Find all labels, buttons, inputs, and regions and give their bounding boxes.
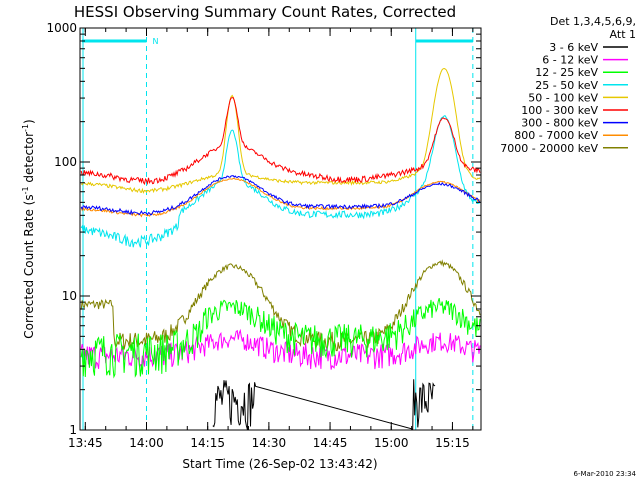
chart-title: HESSI Observing Summary Count Rates, Cor… (74, 3, 456, 21)
timestamp: 6-Mar-2010 23:34 (574, 470, 637, 478)
series-line (80, 177, 481, 218)
legend-label: 12 - 25 keV (535, 66, 598, 79)
x-tick-label: 14:30 (252, 436, 287, 450)
legend-label: 800 - 7000 keV (514, 129, 598, 142)
plot-area: N (80, 28, 481, 431)
x-tick-label: 15:15 (435, 436, 470, 450)
series-line (80, 67, 481, 194)
x-tick-label: 14:00 (129, 436, 164, 450)
legend-label: 300 - 800 keV (521, 117, 598, 130)
y-tick-label: 1 (69, 423, 77, 437)
y-tick-label: 1000 (46, 21, 77, 35)
y-tick-label: 100 (54, 155, 77, 169)
y-tick-label: 10 (62, 289, 77, 303)
series-line (80, 175, 481, 216)
x-axis-label: Start Time (26-Sep-02 13:43:42) (182, 457, 377, 471)
legend-header-1: Det 1,3,4,5,6,9, (550, 15, 636, 28)
x-tick-label: 14:15 (190, 436, 225, 450)
legend-label: 7000 - 20000 keV (500, 142, 598, 155)
series-line (80, 259, 481, 352)
series-line (80, 328, 481, 370)
night-flag: N (152, 37, 158, 46)
plot-frame (79, 27, 482, 431)
x-tick-label: 13:45 (68, 436, 103, 450)
y-axis-label: Corrected Count Rate (s-1 detector-1) (21, 119, 36, 338)
series-line (80, 297, 481, 379)
y-axis: 1 10 100 1000 (46, 21, 481, 437)
legend-label: 6 - 12 keV (542, 54, 598, 67)
legend-label: 50 - 100 keV (528, 91, 598, 104)
legend-label: 100 - 300 keV (521, 104, 598, 117)
legend-label: 3 - 6 keV (549, 41, 598, 54)
legend-header-2: Att 1 (610, 28, 636, 41)
series-line (212, 379, 436, 431)
x-tick-label: 15:00 (374, 436, 409, 450)
series-line (80, 97, 481, 186)
x-axis: 13:45 14:00 14:15 14:30 14:45 15:00 15:15 (68, 28, 474, 450)
series-line (80, 115, 481, 248)
legend-label: 25 - 50 keV (535, 79, 598, 92)
x-tick-label: 14:45 (313, 436, 348, 450)
